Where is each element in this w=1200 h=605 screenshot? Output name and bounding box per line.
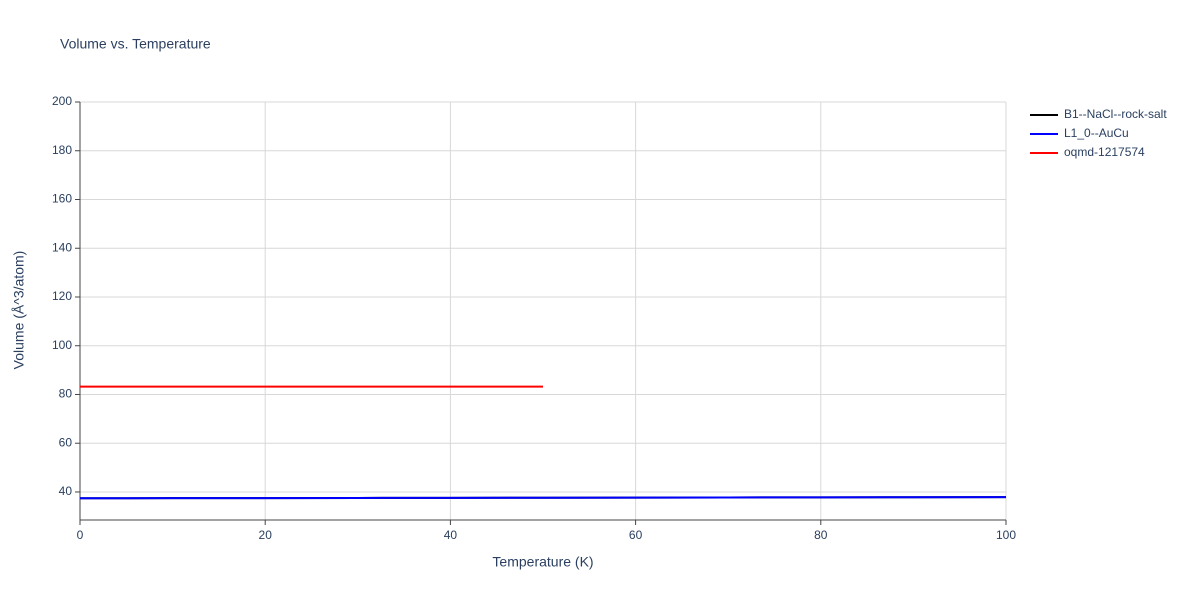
x-tick-label: 0 [77, 528, 84, 542]
y-tick-label: 80 [59, 387, 73, 401]
y-tick-label: 140 [52, 240, 72, 254]
y-tick-label: 100 [52, 338, 72, 352]
x-tick-label: 100 [996, 528, 1016, 542]
chart-title: Volume vs. Temperature [60, 36, 211, 52]
legend-label: oqmd-1217574 [1064, 145, 1145, 159]
x-tick-label: 80 [814, 528, 828, 542]
y-tick-label: 40 [59, 484, 73, 498]
x-axis-label: Temperature (K) [492, 554, 593, 570]
y-tick-label: 120 [52, 289, 72, 303]
legend-label: L1_0--AuCu [1064, 126, 1129, 140]
y-tick-label: 160 [52, 192, 72, 206]
y-axis-label: Volume (Å^3/atom) [11, 251, 27, 370]
x-tick-label: 20 [259, 528, 273, 542]
y-tick-label: 60 [59, 435, 73, 449]
y-tick-label: 180 [52, 143, 72, 157]
x-tick-label: 40 [444, 528, 458, 542]
series-line [79, 496, 1007, 500]
x-tick-label: 60 [629, 528, 643, 542]
y-tick-label: 200 [52, 94, 72, 108]
legend-label: B1--NaCl--rock-salt [1064, 107, 1167, 121]
